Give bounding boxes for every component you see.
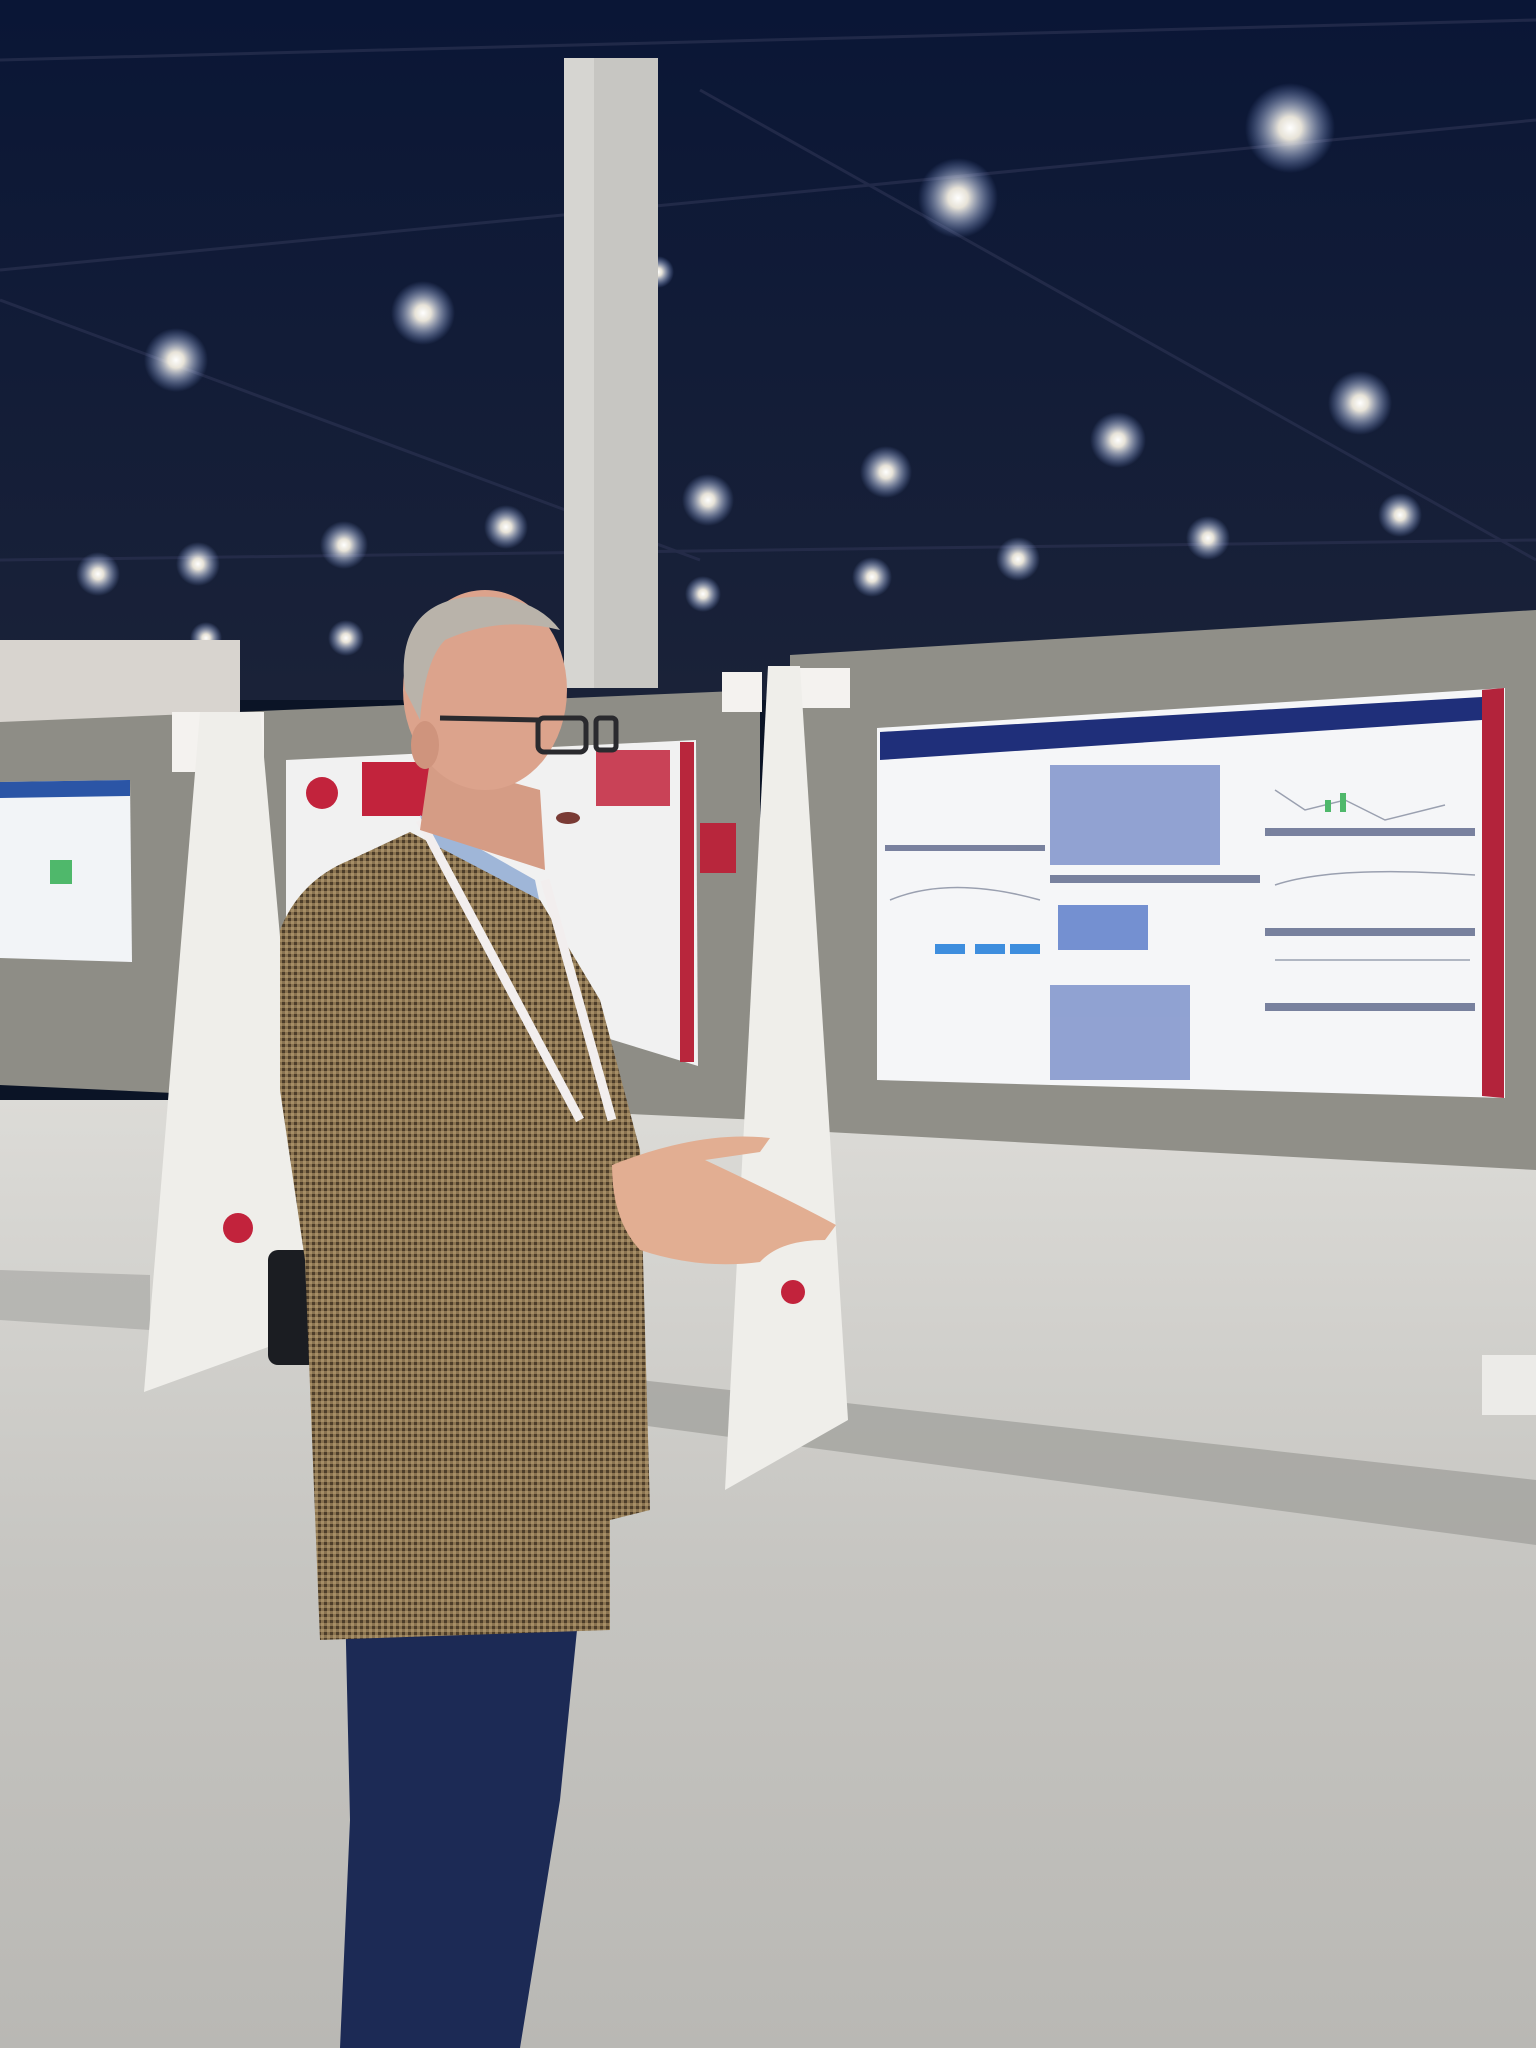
poster-left — [0, 780, 132, 962]
hand — [612, 1136, 836, 1265]
lanyard — [416, 817, 617, 1123]
mouth — [556, 812, 580, 824]
trousers — [340, 1600, 580, 2048]
neck — [420, 760, 545, 870]
ceiling-lights — [76, 83, 1422, 656]
society-logo — [781, 1280, 805, 1304]
board-label — [722, 672, 762, 712]
presenter — [280, 590, 836, 2048]
jacket-sleeve — [285, 930, 640, 1320]
board-sign — [700, 823, 736, 873]
floor-stripe — [640, 1380, 1536, 1545]
ear — [411, 721, 439, 769]
eyeglasses-icon — [439, 715, 619, 755]
poster-stand-center — [725, 666, 848, 1490]
hair — [403, 596, 560, 720]
backpack — [268, 1250, 318, 1365]
poster-main — [877, 688, 1505, 1098]
poster-stand-left — [144, 712, 315, 1392]
floor-sign — [1482, 1355, 1536, 1415]
society-logo — [223, 1213, 253, 1243]
